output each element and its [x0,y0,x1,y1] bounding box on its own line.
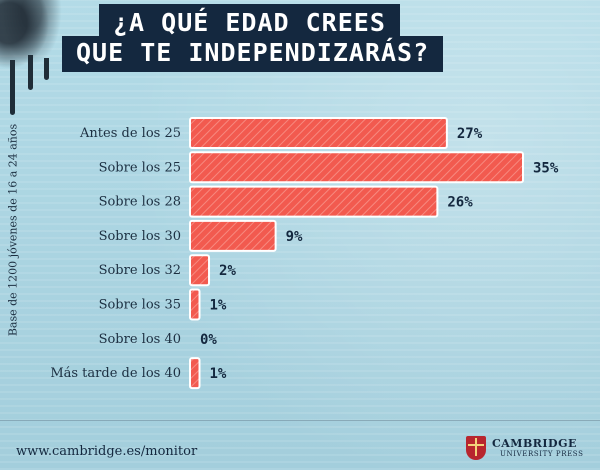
paint-drip [44,58,49,80]
title-line-1: ¿A QUÉ EDAD CREES [99,4,400,39]
footer-url-link[interactable]: www.cambridge.es/monitor [16,444,198,459]
value-label: 1% [210,366,227,382]
value-label: 1% [210,298,227,314]
footer-divider [0,420,600,421]
logo-name: CAMBRIDGE [492,437,577,450]
bar [189,254,211,287]
bar [189,151,524,184]
value-label: 27% [457,126,483,142]
logo-subtitle: UNIVERSITY PRESS [500,450,584,458]
bar [189,357,201,390]
category-label: Más tarde de los 40 [50,366,181,381]
value-label: 0% [200,332,217,348]
bar [189,117,448,149]
bar [189,185,439,218]
category-label: Sobre los 35 [99,298,181,313]
category-label: Sobre los 28 [99,195,181,210]
category-label: Sobre los 25 [99,160,181,175]
paint-drip [28,55,33,90]
bar [189,219,277,252]
bar [189,288,201,321]
category-label: Sobre los 32 [99,263,181,278]
value-label: 9% [286,229,303,245]
category-label: Sobre los 30 [99,229,181,244]
value-label: 2% [219,263,236,279]
cambridge-logo: CAMBRIDGE UNIVERSITY PRESS [466,436,586,462]
category-label: Antes de los 25 [79,126,181,141]
value-label: 26% [447,195,473,211]
title-line-2: QUE TE INDEPENDIZARÁS? [62,36,444,72]
category-label: Sobre los 40 [99,332,181,347]
paint-drip [10,60,15,115]
value-label: 35% [533,160,559,176]
shield-crest-icon [466,436,486,460]
